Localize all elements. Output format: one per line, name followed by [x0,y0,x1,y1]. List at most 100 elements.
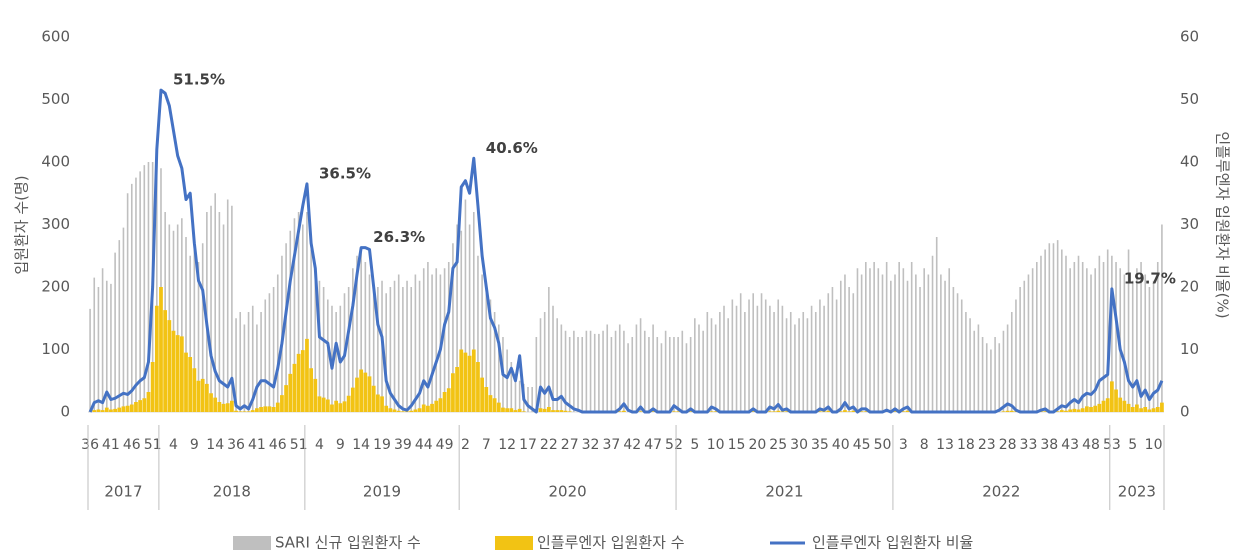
x-tick-label: 51 [290,437,308,453]
bar [318,280,321,412]
bar [321,397,326,412]
bar [552,305,554,412]
bar [751,411,756,412]
bar [100,410,105,412]
bar [776,410,781,412]
bar [1043,411,1048,412]
x-tick-label: 7 [482,437,491,453]
bar [375,394,380,412]
bar [727,318,729,412]
bar [901,411,906,412]
bar [347,287,350,412]
bar [168,224,171,412]
bar [280,395,284,412]
bar [485,287,488,412]
x-tick-label: 15 [728,437,746,453]
bar [785,318,788,412]
bar [317,396,322,412]
bar [835,299,838,412]
x-tick-label: 46 [123,437,141,453]
bar [1061,249,1063,412]
x-tick-label: 45 [853,437,871,453]
bar [342,401,347,412]
bar [488,395,493,412]
bar [446,388,451,412]
bar [819,299,821,412]
bar [905,410,910,412]
y2-tick-label: 30 [1180,215,1199,233]
bar [455,367,459,412]
bar [209,393,213,412]
bar [268,293,271,412]
x-tick-label: 2 [461,437,470,453]
bar [1086,268,1088,412]
bar [521,411,526,412]
bar [200,378,205,412]
year-label: 2021 [765,483,803,501]
bar [293,218,296,412]
bar [313,378,318,412]
bar [1097,403,1102,412]
bar [768,411,772,412]
bar [673,337,675,412]
bar [239,312,242,412]
bar [230,400,234,412]
bar [577,337,579,412]
bar [551,410,555,412]
x-tick-label: 23 [978,437,996,453]
bar [110,283,112,412]
bar [250,410,255,412]
bar [1151,408,1156,412]
bar [327,299,329,412]
bar [138,400,143,412]
bar [1069,268,1071,412]
bar [201,243,204,412]
bar [627,343,629,412]
bar [1114,389,1118,412]
y-tick-label: 300 [41,215,70,233]
bar [827,293,830,412]
bar [606,324,609,412]
bar [471,349,476,412]
year-label: 2017 [104,483,142,501]
legend-label: 인플루엔자 입원환자 수 [537,534,685,552]
bar [421,404,426,412]
bar [652,324,654,412]
bar [247,312,250,412]
bar [564,330,567,412]
x-tick-label: 37 [602,437,620,453]
bar [676,411,681,412]
bar [352,268,354,412]
bar [350,387,355,412]
bar [276,274,279,412]
bar [1130,407,1135,412]
bar [772,411,776,412]
bar [484,387,489,412]
bar [392,409,397,412]
y2-tick-label: 20 [1180,278,1199,296]
bar [852,293,855,412]
bar [330,404,334,412]
x-tick-label: 18 [957,437,975,453]
bar [284,385,288,412]
bar [556,318,558,412]
bar [1123,274,1126,412]
value-label: 26.3% [373,228,425,246]
bar [784,411,789,412]
x-tick-label: 19 [373,437,391,453]
bar [1156,262,1159,412]
bar [660,343,663,412]
bar [719,312,721,412]
bar [739,293,742,412]
bar [1027,274,1030,412]
bar [417,408,422,412]
bar [748,299,750,412]
bar [614,330,617,412]
bar [322,287,325,412]
x-tick-label: 53 [1103,437,1121,453]
bar [380,396,384,412]
bar [264,299,267,412]
bar [781,305,784,412]
bar [154,305,159,412]
bar [756,305,759,412]
